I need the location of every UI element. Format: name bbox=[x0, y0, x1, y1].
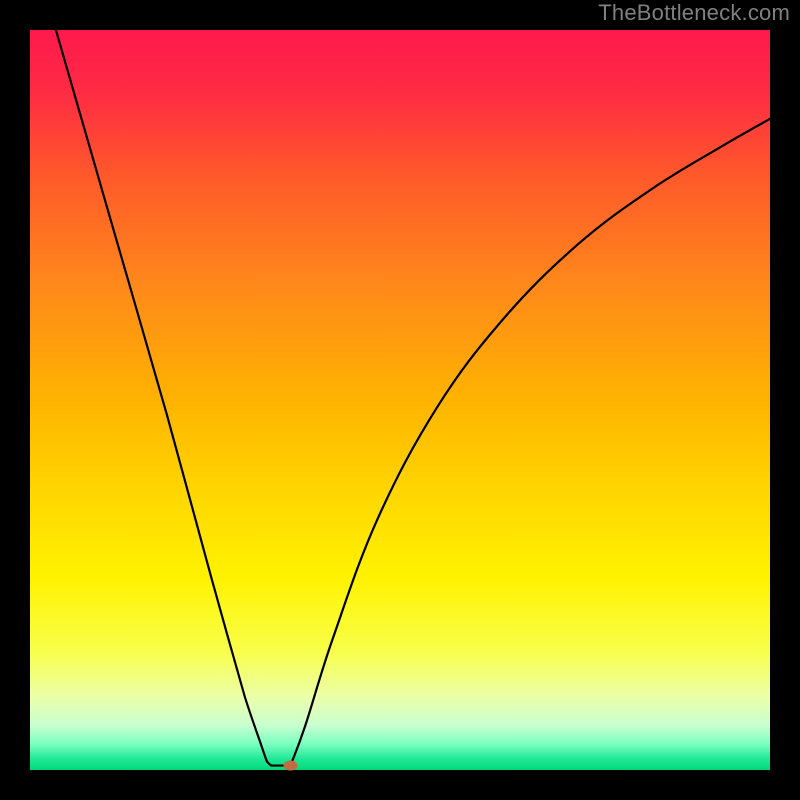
valley-marker bbox=[283, 761, 297, 771]
plot-frame bbox=[30, 30, 770, 770]
bottleneck-curve bbox=[56, 30, 770, 766]
plot-curve-layer bbox=[30, 30, 770, 770]
watermark-text: TheBottleneck.com bbox=[598, 0, 790, 26]
chart-root: TheBottleneck.com bbox=[0, 0, 800, 800]
